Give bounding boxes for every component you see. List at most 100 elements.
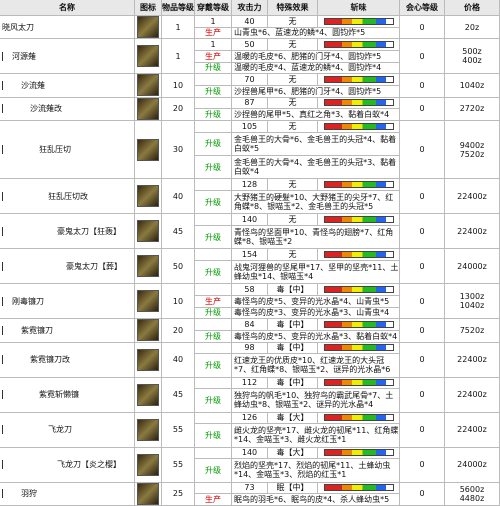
name-text: 晓风太刀 xyxy=(2,22,34,32)
price-text: 24000z xyxy=(457,261,487,271)
weapon-name: 紫霓镰刀 xyxy=(0,319,135,343)
name-text: 紫霓镰刀 xyxy=(2,325,53,335)
item-level: 20 xyxy=(162,319,195,343)
weapon-icon xyxy=(137,185,159,208)
material-type: 升级 xyxy=(195,354,232,378)
name-text: 豪鬼太刀【葬】 xyxy=(2,261,122,271)
sharpness-bar xyxy=(323,41,394,49)
icon-cell xyxy=(135,179,162,215)
weapon-icon xyxy=(137,97,159,120)
sharpness-bar xyxy=(323,449,394,457)
attack: 105 xyxy=(232,121,268,133)
name-text: 狂乱压切改 xyxy=(2,191,88,201)
header-cell: 名称 xyxy=(0,0,135,16)
item-level: 20 xyxy=(162,97,195,121)
icon-cell xyxy=(135,319,162,343)
special: 毒【中】 xyxy=(268,377,318,390)
price: 5600z 4480z xyxy=(445,482,500,506)
materials: 温暖的毛皮*4、蓝速龙的鳞*4、圆钧炸*4 xyxy=(232,62,400,75)
sharpness-bar xyxy=(323,344,394,352)
price: 500z 400z xyxy=(445,39,500,75)
material-type: 升级 xyxy=(195,62,232,75)
weapon-name: 飞龙刀 xyxy=(0,412,135,448)
attack: 126 xyxy=(232,412,268,425)
special: 无 xyxy=(268,16,318,28)
price: 2720z xyxy=(445,97,500,121)
sharpness-cell xyxy=(318,377,400,390)
price-text: 22400z xyxy=(457,355,487,365)
price-text: 5600z xyxy=(459,484,485,494)
materials: 温暖的毛皮*6、肥猪的门牙*4、圆钧炸*5 xyxy=(232,51,400,63)
crit: 0 xyxy=(400,39,445,75)
materials: 沙捏兽尾甲*6、肥猪的门牙*4、圆钧炸*5 xyxy=(232,86,400,98)
attack: 70 xyxy=(232,74,268,86)
wear-level: 1 xyxy=(195,16,232,28)
wear-level xyxy=(195,121,232,133)
name-text: 豪鬼太刀【狂轰】 xyxy=(2,226,121,236)
crit: 0 xyxy=(400,342,445,378)
name-text: 飞龙刀 xyxy=(2,425,72,435)
name-text: 飞龙刀【炎之樱】 xyxy=(2,460,121,470)
material-type: 生产 xyxy=(195,51,232,63)
sharpness-cell xyxy=(318,319,400,331)
price-text: 4480z xyxy=(459,493,485,503)
attack: 98 xyxy=(232,342,268,355)
item-level: 50 xyxy=(162,249,195,285)
name-text: 刚毒镰刀 xyxy=(2,296,44,306)
materials: 烈焰的坚壳*17、烈焰的韧尾*11、土蜂幼虫*14、金喵玉*3、烈焰的红玉*1 xyxy=(232,459,400,483)
price-text: 1040z xyxy=(459,301,485,311)
icon-cell xyxy=(135,39,162,75)
price: 22400z xyxy=(445,214,500,250)
sharpness-cell xyxy=(318,179,400,191)
crit: 0 xyxy=(400,179,445,215)
sharpness-bar xyxy=(323,321,394,329)
crit: 0 xyxy=(400,214,445,250)
sharpness-bar xyxy=(323,216,394,224)
weapon-name: 刚毒镰刀 xyxy=(0,284,135,320)
header-cell: 价格 xyxy=(445,0,500,16)
weapon-icon xyxy=(137,138,159,161)
wear-level xyxy=(195,74,232,86)
icon-cell xyxy=(135,342,162,378)
attack: 140 xyxy=(232,214,268,226)
crit: 0 xyxy=(400,482,445,506)
sharpness-bar xyxy=(323,251,394,259)
sharpness-bar xyxy=(323,76,394,84)
icon-cell xyxy=(135,482,162,506)
sharpness-bar xyxy=(323,286,394,294)
special: 眠【中】 xyxy=(268,482,318,495)
wear-level xyxy=(195,249,232,261)
special: 无 xyxy=(268,97,318,110)
weapon-name: 沙流薙 xyxy=(0,74,135,98)
wear-level xyxy=(195,412,232,425)
materials: 独狩鸟的帆毛*10、独狩鸟的霸武尾骨*7、土蜂幼虫*8、银喵玉*2、谜异的光水晶… xyxy=(232,389,400,413)
weapon-icon xyxy=(137,319,159,342)
price: 1040z xyxy=(445,74,500,98)
special: 无 xyxy=(268,121,318,133)
materials: 战鬼河狸兽的坚尾甲*17、坚甲的坚壳*11、土蜂幼虫*14、银喵玉*4 xyxy=(232,261,400,285)
weapon-name: 狂乱压切 xyxy=(0,121,135,180)
materials: 金毛兽王的大骨*6、金毛兽王的头冠*4、黏着白蚁*5 xyxy=(232,132,400,156)
special: 无 xyxy=(268,39,318,51)
icon-cell xyxy=(135,214,162,250)
header-cell: 穿戴等级 xyxy=(195,0,232,16)
price: 24000z xyxy=(445,249,500,285)
price-text: 22400z xyxy=(457,226,487,236)
icon-cell xyxy=(135,412,162,448)
weapon-icon xyxy=(137,74,159,97)
materials: 大野猪王的硬髮*10、大野猪王的尖牙*7、红角蝶*8、银喵玉*2、金毛兽王的头冠… xyxy=(232,191,400,215)
price: 22400z xyxy=(445,179,500,215)
name-text: 羽狩 xyxy=(2,489,37,499)
price-text: 24000z xyxy=(457,460,487,470)
wear-level xyxy=(195,214,232,226)
price-text: 2720z xyxy=(459,104,485,114)
weapon-icon xyxy=(137,482,159,505)
sharpness-bar xyxy=(323,379,394,387)
item-level: 25 xyxy=(162,482,195,506)
materials: 红速龙王的优质皮*10、红速龙王的大头冠*7、红角蝶*8、银喵玉*2、谜异的光水… xyxy=(232,354,400,378)
crit: 0 xyxy=(400,121,445,180)
name-text: 紫霓斩懒镰 xyxy=(2,390,79,400)
header-cell: 攻击力 xyxy=(232,0,268,16)
material-type: 升级 xyxy=(195,261,232,285)
crit: 0 xyxy=(400,447,445,483)
